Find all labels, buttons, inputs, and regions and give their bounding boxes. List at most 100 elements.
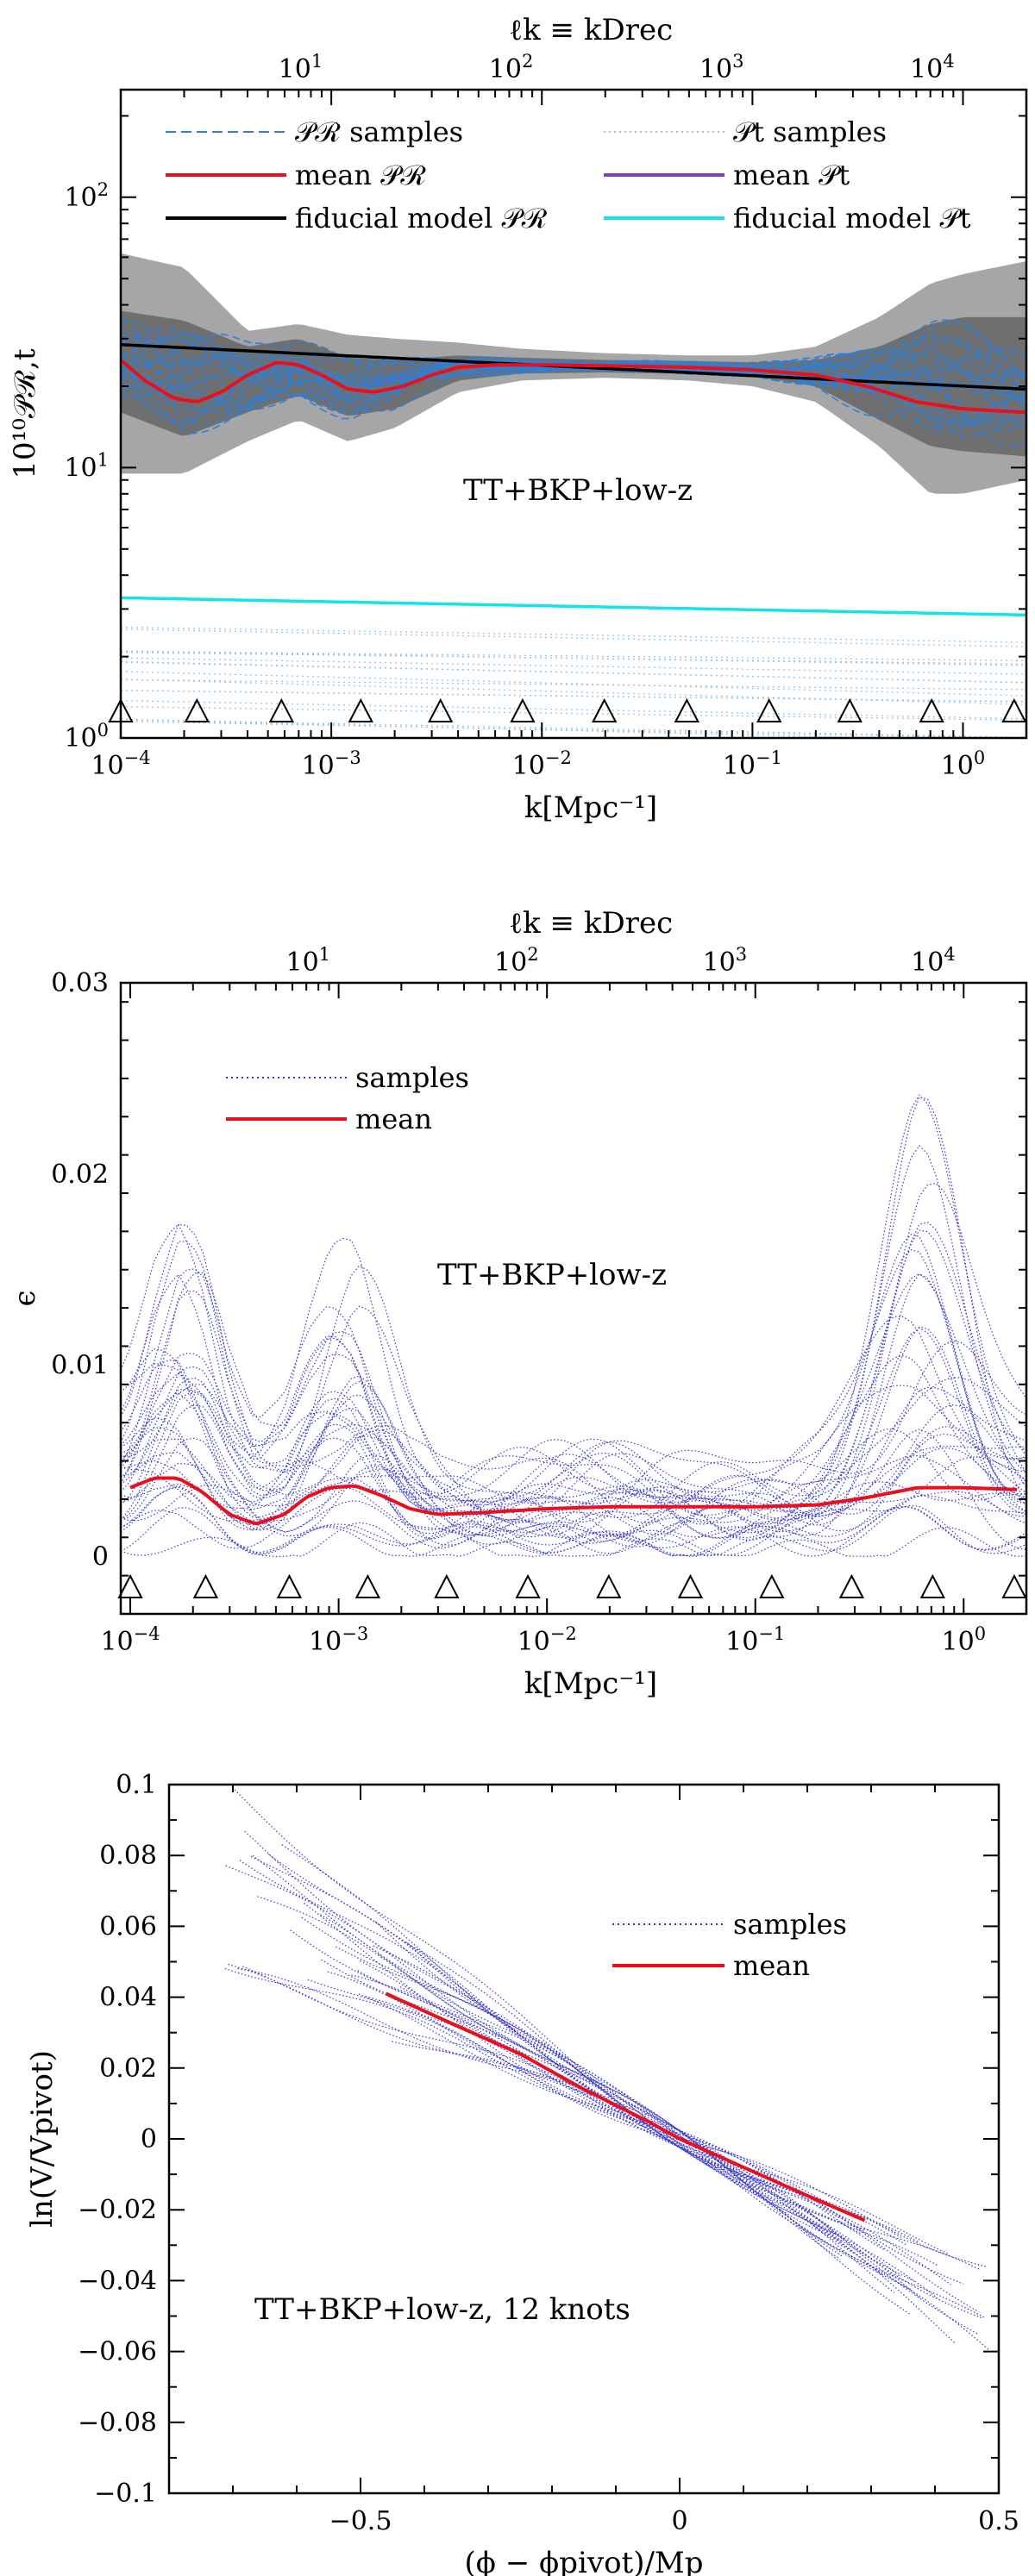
potential-sample-line	[320, 1914, 913, 2292]
panel-p1: 10−4 10−3 10−2 10−1 100 100 101 102 101 102 103 104…	[8, 13, 1028, 825]
eps-sample-line	[121, 1485, 1026, 1557]
potential-sample-line	[357, 1970, 907, 2246]
eps-sample-line	[121, 1229, 1026, 1514]
knot-marker	[428, 697, 454, 722]
y-tick-label: −0.04	[78, 2266, 157, 2296]
top-tick-label: 102	[489, 51, 534, 84]
y-tick-label: 0.02	[51, 1160, 109, 1190]
eps-sample-line	[121, 1435, 1026, 1537]
y-axis-label: ln(V/Vpivot)	[25, 2050, 60, 2228]
axes-frame	[119, 88, 1028, 740]
pt-sample-line	[121, 690, 1026, 703]
top-tick-label: 103	[699, 51, 744, 84]
eps-sample-line	[121, 1394, 1026, 1538]
top-tick-label: 102	[494, 944, 539, 978]
pt-sample-line	[121, 706, 1026, 722]
legend-item-label: mean 𝒫t	[733, 159, 850, 191]
y-tick-label: 102	[64, 179, 109, 213]
knot-marker	[919, 1573, 945, 1598]
eps-sample-line	[121, 1223, 1026, 1523]
y-axis-label: 10¹⁰𝒫ℛ,t	[8, 348, 42, 479]
eps-sample-line	[121, 1451, 1026, 1554]
eps-sample-line	[121, 1386, 1026, 1526]
y-tick-label: 0	[141, 2124, 157, 2154]
plot-area-p3	[224, 1785, 989, 2350]
band-outer	[121, 253, 1026, 494]
y-tick-label: 101	[64, 449, 109, 483]
pt-sample-line	[121, 718, 1026, 738]
x-tick-label: 10−1	[725, 1623, 785, 1657]
x-tick-label: −0.5	[329, 2506, 392, 2536]
potential-sample-line	[301, 1916, 920, 2298]
annotation: TT+BKP+low-z	[437, 1258, 667, 1292]
potential-sample-line	[224, 1967, 886, 2251]
potential-sample-line	[268, 1854, 982, 2319]
y-tick-label: 0.08	[99, 1841, 157, 1871]
x-tick-label: 10−4	[91, 747, 150, 781]
pr-sample-line	[121, 353, 1026, 403]
legend: samples mean	[612, 1908, 847, 1982]
eps-sample-line	[121, 1504, 1026, 1557]
pt-sample-line	[121, 721, 1026, 738]
y-tick-label: 0	[92, 1541, 109, 1572]
eps-sample-line	[121, 1223, 1026, 1519]
x-tick-label: 0.5	[978, 2506, 1019, 2536]
annotation: TT+BKP+low-z	[463, 473, 693, 508]
potential-sample-line	[281, 1844, 856, 2255]
legend-item-label: mean	[733, 1949, 810, 1982]
knot-marker	[919, 697, 944, 722]
potential-sample-line	[351, 1974, 980, 2335]
potential-sample-line	[406, 1942, 986, 2319]
knot-marker	[117, 1573, 143, 1598]
eps-sample-line	[121, 1427, 1026, 1547]
potential-sample-line	[336, 1946, 956, 2344]
axes-frame	[167, 1783, 1000, 2495]
pr-sample-line	[121, 339, 1026, 423]
potential-sample-line	[244, 1830, 862, 2235]
top-tick-label: 101	[279, 51, 323, 84]
knot-marker	[348, 697, 373, 722]
top-axis-label: ℓk ≡ kDrec	[509, 906, 673, 941]
pt-sample-line	[121, 657, 1026, 675]
knot-marker	[434, 1573, 460, 1598]
potential-sample-line	[360, 1960, 857, 2219]
x-tick-label: 10−1	[723, 747, 782, 781]
eps-sample-line	[121, 1144, 1026, 1516]
legend-item-label: fiducial model 𝒫t	[733, 202, 971, 234]
top-tick-label: 101	[285, 944, 330, 978]
y-tick-label: 0.03	[51, 968, 109, 998]
x-axis-label: k[Mpc⁻¹]	[524, 791, 657, 825]
knot-marker	[184, 697, 210, 722]
y-tick-label: 100	[64, 720, 109, 753]
eps-sample-line	[121, 1273, 1026, 1538]
knot-marker	[838, 1573, 865, 1598]
x-tick-label: 10−2	[518, 1623, 577, 1657]
top-tick-label: 103	[703, 944, 748, 978]
pt-sample-line	[121, 699, 1026, 720]
legend-item-label: samples	[733, 1908, 847, 1941]
x-axis-label: (ϕ − ϕpivot)/Mp	[465, 2546, 704, 2576]
x-tick-label: 100	[941, 747, 986, 781]
legend-item-label: mean	[355, 1103, 432, 1135]
eps-sample-line	[121, 1265, 1026, 1523]
x-tick-label: 10−3	[302, 747, 361, 781]
potential-sample-line	[321, 1959, 951, 2285]
legend: samples mean	[226, 1061, 469, 1135]
potential-sample-line	[365, 1996, 964, 2285]
knot-marker	[837, 697, 862, 722]
y-tick-label: 0.04	[99, 1983, 157, 2013]
annotation: TT+BKP+low-z, 12 knots	[254, 2292, 630, 2327]
pr-sample-line	[121, 318, 1026, 411]
eps-sample-line	[121, 1486, 1026, 1556]
potential-sample-line	[239, 1860, 895, 2293]
potential-sample-line	[250, 1855, 910, 2315]
pr-sample-line	[121, 351, 1026, 431]
top-axis-label: ℓk ≡ kDrec	[509, 13, 673, 47]
potential-sample-line	[405, 1941, 901, 2278]
x-tick-label: 10−3	[309, 1623, 368, 1657]
legend-item-label: samples	[355, 1061, 469, 1094]
knot-marker	[596, 1573, 622, 1598]
knot-marker	[674, 697, 699, 722]
y-tick-label: −0.08	[78, 2408, 157, 2438]
knot-marker	[1001, 1573, 1027, 1598]
